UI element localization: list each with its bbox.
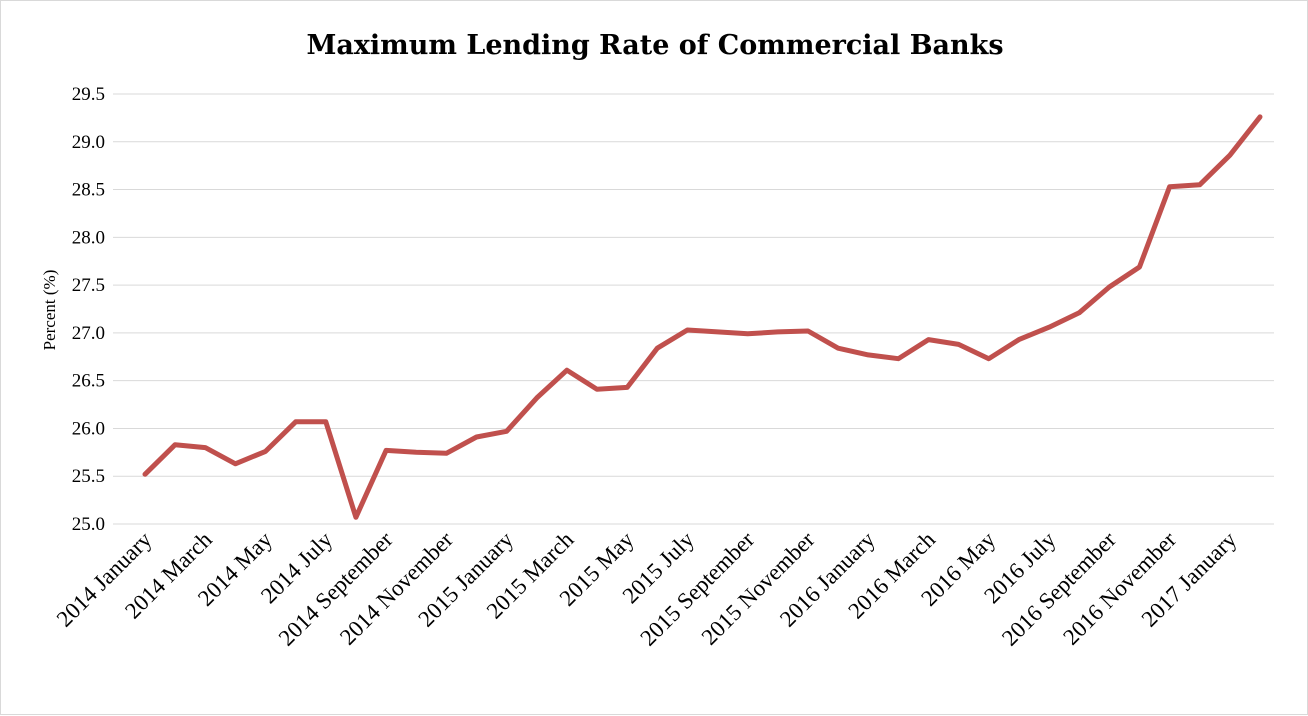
y-tick-label: 28.5 (72, 180, 105, 201)
y-tick-label: 26.5 (72, 371, 105, 392)
y-axis-label: Percent (%) (40, 270, 59, 351)
y-axis-ticks: 25.0 25.5 26.0 26.5 27.0 27.5 28.0 28.5 29.0 29.5 (72, 84, 105, 535)
y-tick-label: 26.0 (72, 418, 105, 439)
y-tick-label: 25.0 (72, 514, 105, 535)
series-layer (142, 114, 1263, 520)
chart-title: Maximum Lending Rate of Commercial Banks (306, 30, 1003, 61)
y-tick-label: 28.0 (72, 227, 105, 248)
gridlines (113, 93, 1274, 525)
y-tick-label: 27.0 (72, 323, 105, 344)
y-tick-label: 29.0 (72, 132, 105, 153)
y-tick-label: 25.5 (72, 466, 105, 487)
series-line (142, 114, 1263, 520)
y-tick-label: 29.5 (72, 84, 105, 105)
y-tick-label: 27.5 (72, 275, 105, 296)
